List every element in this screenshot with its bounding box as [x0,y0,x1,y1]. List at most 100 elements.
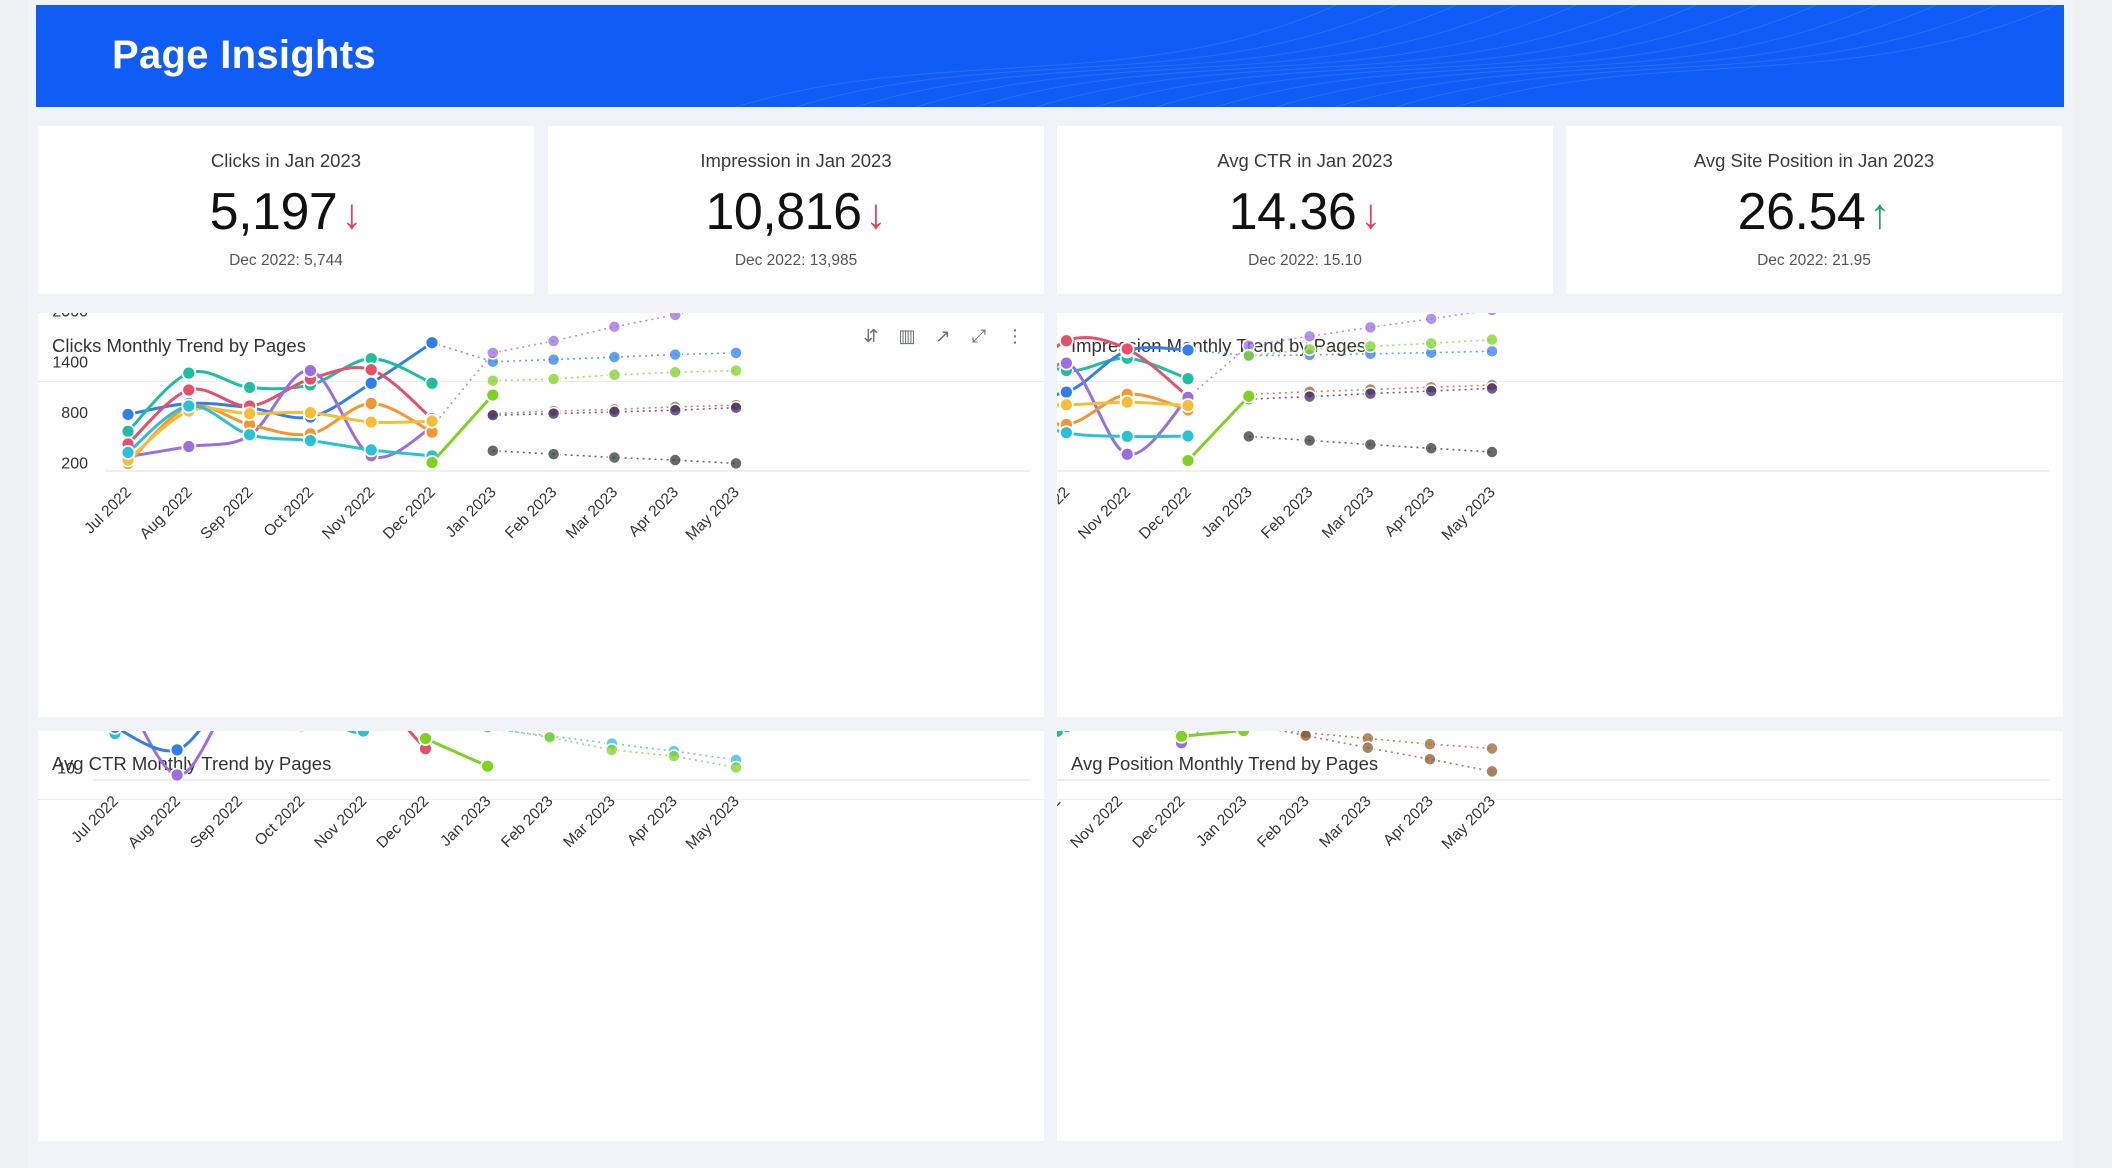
data-point[interactable] [295,731,308,734]
sort-icon[interactable]: ⇵ [863,325,879,346]
forecast-point[interactable] [668,347,682,362]
data-point[interactable] [480,758,496,774]
data-point[interactable] [363,396,379,411]
data-point[interactable] [302,405,318,421]
data-point[interactable] [1119,446,1135,462]
forecast-point[interactable] [546,334,561,348]
data-point[interactable] [363,414,379,430]
data-point[interactable] [181,439,197,454]
data-point[interactable] [1180,342,1196,358]
forecast-point[interactable] [1485,344,1499,358]
data-point[interactable] [169,742,185,758]
data-point[interactable] [424,335,440,351]
chart-panel-ctr[interactable]: Avg CTR Monthly Trend by Pages 101622Avg… [38,731,1044,1141]
forecast-point[interactable] [1424,313,1438,326]
data-point[interactable] [1241,388,1257,404]
forecast-point[interactable] [607,450,622,465]
data-point[interactable] [424,455,440,470]
forecast-point[interactable] [1485,764,1499,779]
forecast-point[interactable] [668,313,682,322]
data-point[interactable] [1236,731,1251,738]
chart-panel-position[interactable]: Avg Position Monthly Trend by Pages 1520… [1057,731,2063,1141]
forecast-point[interactable] [486,346,500,360]
data-point[interactable] [302,433,318,449]
kpi-card-impressions[interactable]: Impression in Jan 2023 10,816 ↓ Dec 2022… [548,126,1044,294]
forecast-point[interactable] [546,372,561,386]
forecast-point[interactable] [546,447,561,461]
forecast-point[interactable] [729,760,743,775]
data-point[interactable] [181,382,197,398]
forecast-point[interactable] [1363,386,1378,401]
forecast-point[interactable] [1485,445,1499,459]
forecast-point[interactable] [668,403,682,417]
data-point[interactable] [120,423,136,439]
forecast-point[interactable] [607,350,622,364]
forecast-point[interactable] [605,743,619,757]
forecast-point[interactable] [729,363,743,378]
forecast-point[interactable] [1423,737,1437,751]
forecast-point[interactable] [729,456,743,471]
data-point[interactable] [1180,371,1196,387]
forecast-point[interactable] [607,368,622,382]
forecast-point[interactable] [667,749,681,763]
data-point[interactable] [242,380,258,395]
forecast-point[interactable] [486,373,500,388]
forecast-point[interactable] [1485,381,1499,396]
forecast-point[interactable] [729,346,743,360]
forecast-point[interactable] [1302,433,1317,448]
data-point[interactable] [302,363,318,378]
data-point[interactable] [242,406,258,422]
forecast-point[interactable] [542,731,557,745]
kpi-card-ctr[interactable]: Avg CTR in Jan 2023 14.36 ↓ Dec 2022: 15… [1057,126,1553,294]
data-point[interactable] [1180,453,1196,468]
data-point[interactable] [181,398,197,414]
forecast-point[interactable] [1363,320,1378,335]
data-point[interactable] [1180,428,1196,444]
data-point[interactable] [424,413,440,429]
kpi-card-position[interactable]: Avg Site Position in Jan 2023 26.54 ↑ De… [1566,126,2062,294]
forecast-point[interactable] [668,365,682,380]
expand-icon[interactable]: ⤢ [971,325,987,346]
data-point[interactable] [363,442,379,458]
forecast-point[interactable] [1424,441,1438,456]
forecast-point[interactable] [1302,389,1317,404]
data-point[interactable] [424,375,440,391]
data-point[interactable] [1058,333,1074,349]
data-point[interactable] [1119,341,1135,357]
forecast-point[interactable] [1361,741,1375,755]
forecast-point[interactable] [1363,339,1378,354]
data-point[interactable] [242,427,258,443]
data-point[interactable] [181,365,197,381]
forecast-point[interactable] [1486,313,1498,317]
data-point[interactable] [418,731,433,746]
data-point[interactable] [1058,355,1074,371]
forecast-point[interactable] [1302,329,1317,344]
forecast-point[interactable] [546,406,561,421]
forecast-point[interactable] [729,400,743,415]
forecast-point[interactable] [1424,384,1438,398]
chart-panel-clicks[interactable]: Clicks Monthly Trend by Pages ⇵ ▥ ↗ ⤢ ⋮ … [38,313,1044,717]
forecast-point[interactable] [1302,342,1317,357]
forecast-point[interactable] [1242,348,1256,363]
forecast-point[interactable] [1242,429,1256,444]
forecast-point[interactable] [481,731,494,735]
forecast-point[interactable] [546,352,561,367]
data-point[interactable] [120,407,136,422]
forecast-point[interactable] [1485,741,1499,756]
data-point[interactable] [356,731,371,739]
data-point[interactable] [485,387,501,403]
data-point[interactable] [1119,394,1135,410]
chart-panel-impressions[interactable]: Impression Monthly Trend by Pages 500150… [1057,313,2063,717]
data-point[interactable] [120,445,136,460]
open-external-icon[interactable]: ↗ [935,325,951,346]
more-vertical-icon[interactable]: ⋮ [1006,325,1024,346]
forecast-point[interactable] [607,405,622,419]
data-point[interactable] [1119,429,1135,444]
forecast-point[interactable] [486,408,500,423]
data-point[interactable] [108,731,122,735]
data-point[interactable] [1057,731,1065,739]
data-point[interactable] [1058,384,1074,400]
forecast-point[interactable] [486,443,500,458]
kpi-card-clicks[interactable]: Clicks in Jan 2023 5,197 ↓ Dec 2022: 5,7… [38,126,534,294]
forecast-point[interactable] [668,453,682,467]
